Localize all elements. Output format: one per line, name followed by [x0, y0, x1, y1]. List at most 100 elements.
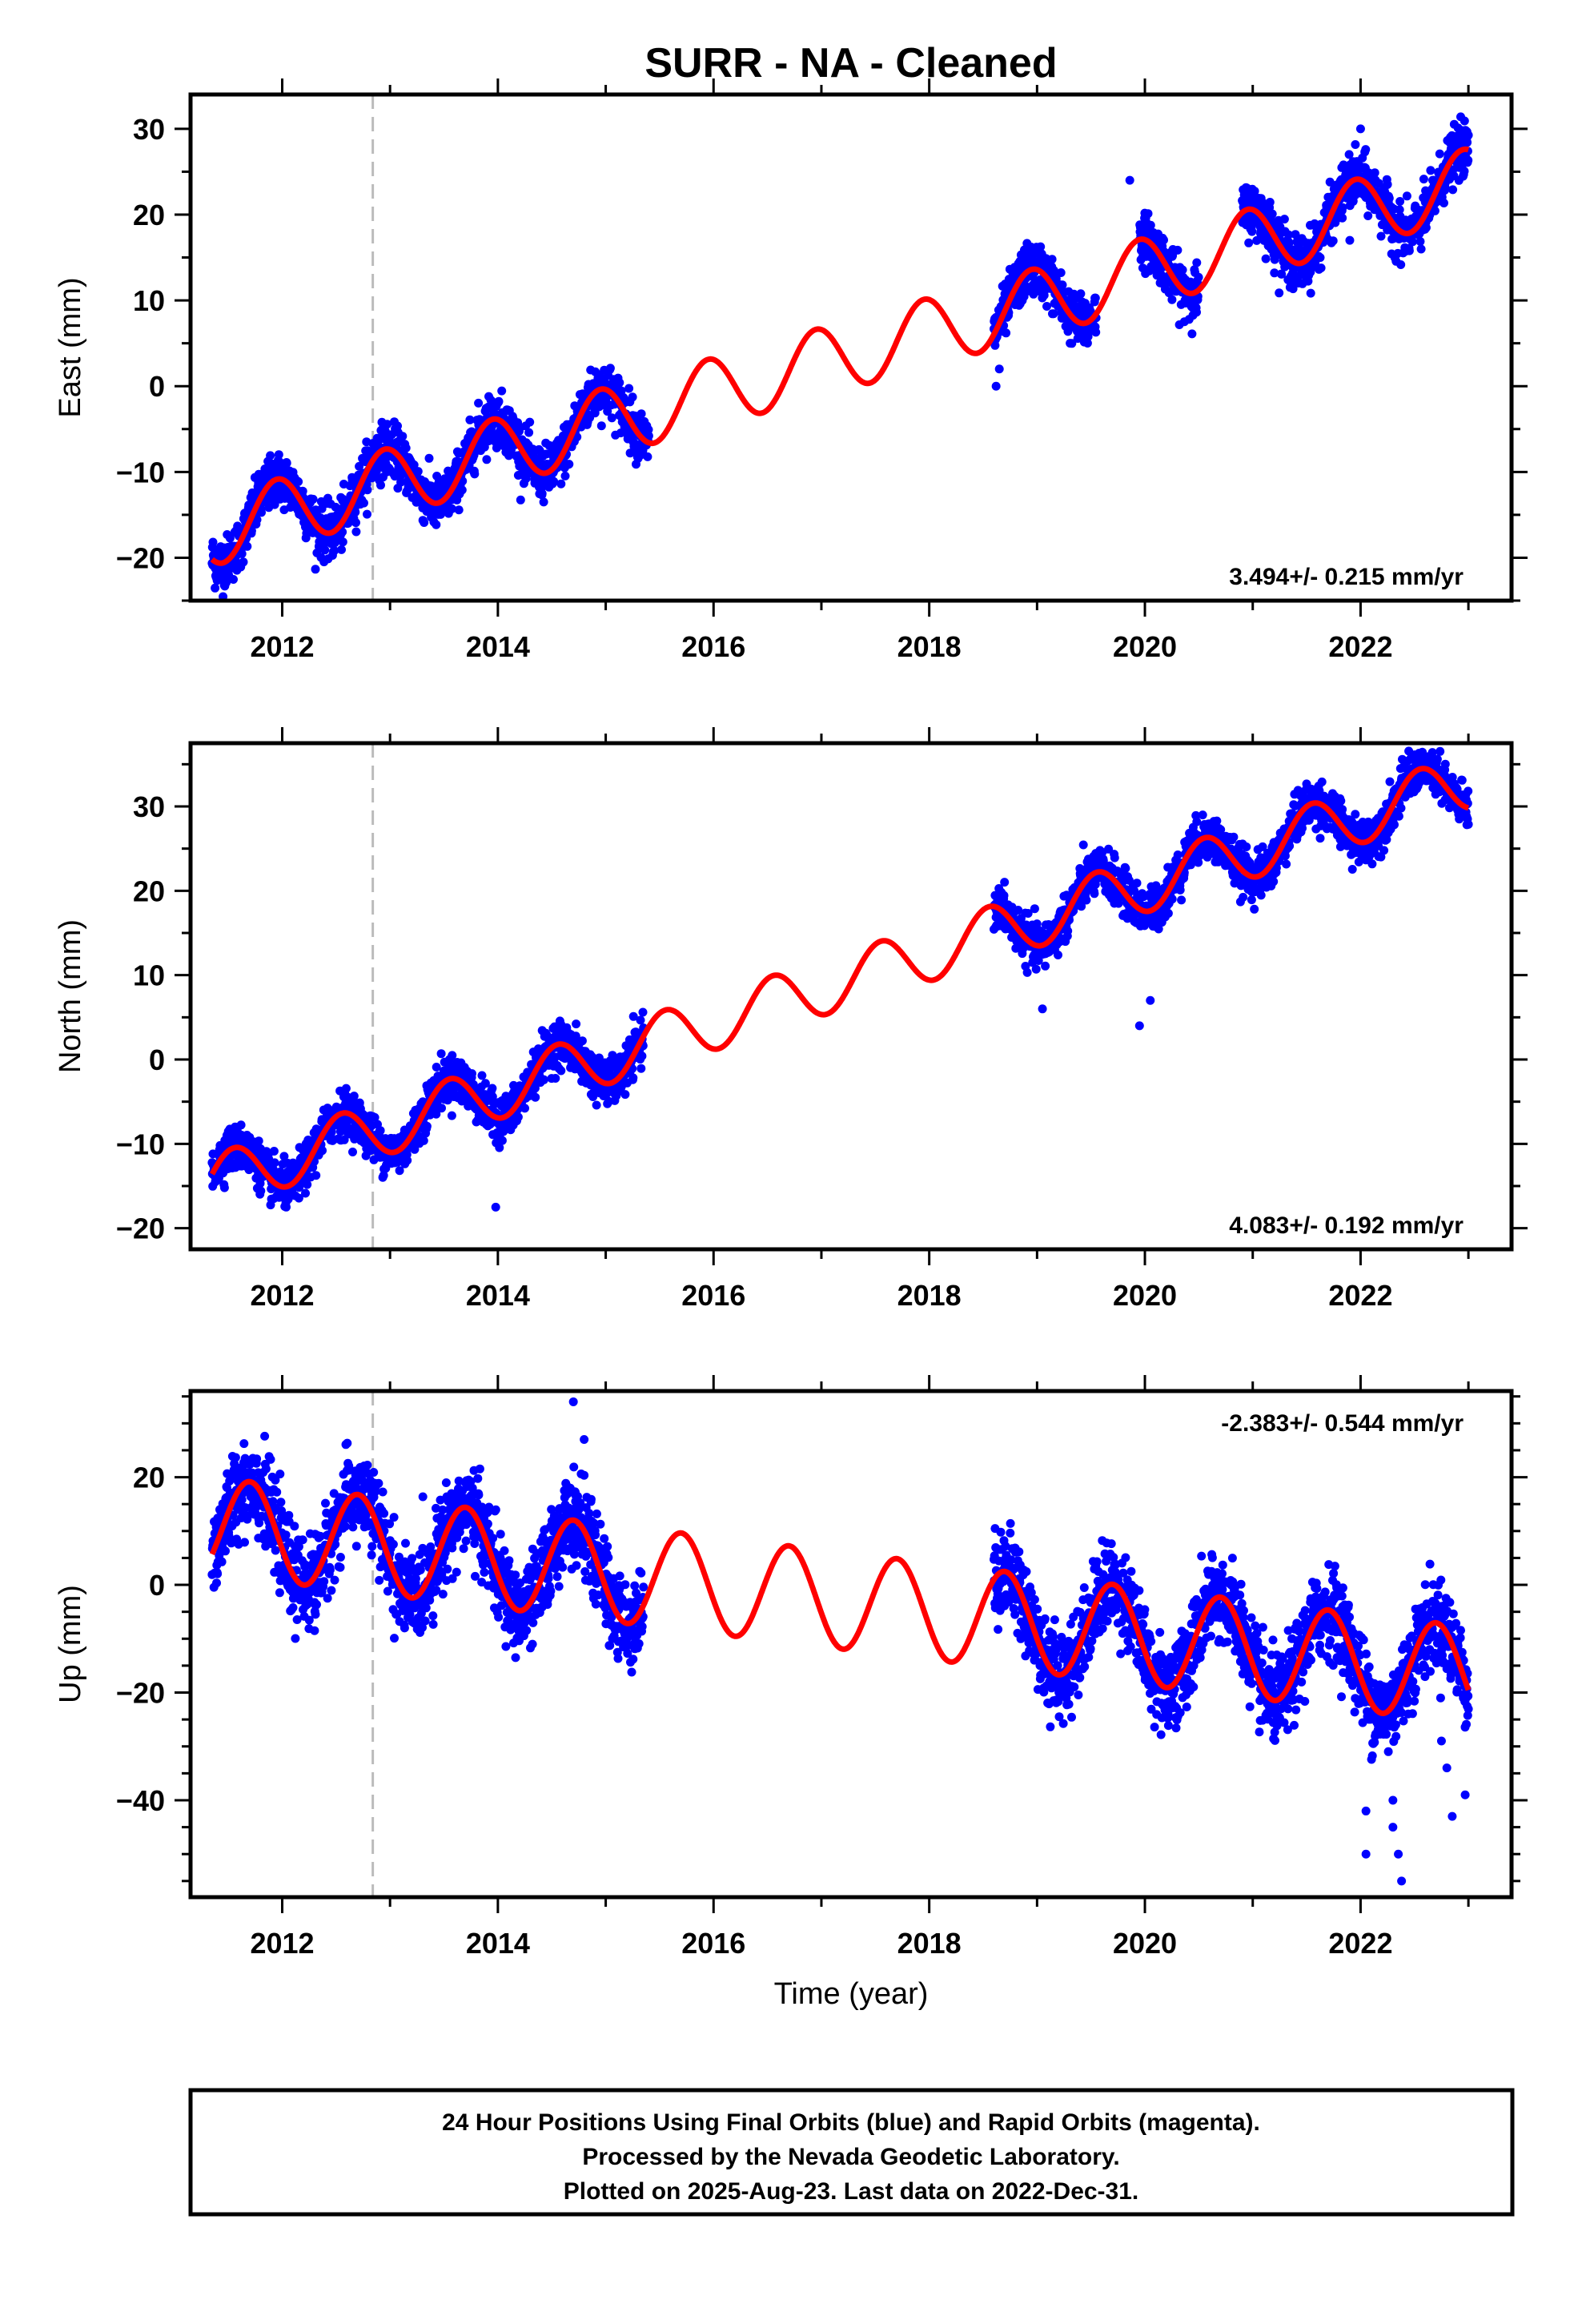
- figure-title: SURR - NA - Cleaned: [644, 40, 1057, 86]
- position-point: [311, 565, 320, 574]
- position-point: [330, 546, 339, 556]
- position-point: [219, 1183, 229, 1192]
- y-tick-label: 30: [133, 113, 165, 146]
- position-point: [1316, 263, 1326, 273]
- position-point: [1090, 889, 1099, 899]
- position-point: [282, 458, 291, 468]
- position-point: [229, 575, 238, 584]
- position-point: [1395, 197, 1405, 206]
- position-point: [1056, 268, 1066, 277]
- position-point: [1267, 209, 1277, 219]
- position-point: [454, 505, 464, 515]
- position-point: [403, 1156, 412, 1165]
- x-tick-label: 2014: [466, 630, 530, 663]
- y-tick-label: −10: [116, 456, 165, 489]
- position-point: [1132, 879, 1142, 888]
- velocity-annotation: 3.494+/- 0.215 mm/yr: [1229, 564, 1464, 590]
- position-point: [1275, 288, 1284, 298]
- position-point: [1173, 245, 1182, 255]
- position-point: [298, 486, 307, 496]
- position-point: [637, 1051, 647, 1061]
- position-point: [1063, 927, 1073, 935]
- position-point: [1396, 260, 1406, 269]
- position-point: [371, 466, 381, 476]
- position-point: [1030, 904, 1039, 914]
- position-point: [1306, 288, 1315, 298]
- position-point: [301, 1188, 310, 1198]
- position-point: [1419, 175, 1428, 184]
- position-point: [1265, 198, 1275, 207]
- position-point: [605, 364, 615, 373]
- position-point: [401, 444, 411, 452]
- position-point: [1054, 951, 1062, 959]
- position-point: [1143, 209, 1153, 219]
- position-point: [638, 1007, 648, 1017]
- position-point: [348, 1148, 357, 1156]
- position-point: [620, 1090, 630, 1100]
- position-point: [363, 509, 371, 519]
- position-point: [282, 1202, 291, 1212]
- x-tick-label: 2022: [1328, 630, 1392, 663]
- position-point: [338, 527, 347, 537]
- position-point: [1091, 328, 1101, 337]
- position-point: [624, 384, 634, 393]
- x-tick-label: 2016: [681, 630, 745, 663]
- position-point: [636, 1015, 645, 1025]
- x-tick-label: 2018: [897, 630, 962, 663]
- position-point: [337, 545, 346, 554]
- position-point: [208, 537, 218, 547]
- position-point: [636, 1063, 646, 1073]
- position-point: [628, 1073, 638, 1083]
- position-point: [236, 1120, 246, 1130]
- position-point: [1244, 238, 1254, 247]
- position-point: [1177, 895, 1186, 905]
- position-point: [363, 485, 372, 495]
- position-point: [256, 1186, 266, 1196]
- outlier-point: [1355, 124, 1365, 134]
- position-point: [1247, 227, 1257, 236]
- position-point: [211, 583, 220, 593]
- position-point: [375, 1126, 385, 1136]
- position-point: [1178, 265, 1187, 275]
- outlier-point: [991, 381, 1001, 391]
- position-point: [1460, 167, 1469, 176]
- position-point: [1402, 191, 1411, 201]
- position-point: [551, 1074, 560, 1083]
- position-point: [1076, 289, 1086, 299]
- position-point: [383, 420, 392, 429]
- position-point: [413, 467, 423, 476]
- position-point: [239, 557, 248, 567]
- position-point: [376, 480, 385, 490]
- position-point: [1049, 309, 1058, 319]
- position-point: [596, 421, 606, 431]
- position-point: [513, 1112, 523, 1122]
- position-point: [497, 1136, 507, 1145]
- position-point: [1173, 850, 1182, 859]
- position-point: [537, 489, 547, 498]
- y-axis-label: East (mm): [54, 277, 87, 417]
- position-point: [457, 485, 467, 495]
- position-point: [1464, 131, 1473, 140]
- outlier-point: [1345, 235, 1355, 245]
- position-point: [422, 1121, 432, 1131]
- position-point: [516, 495, 525, 505]
- position-point: [488, 1084, 497, 1093]
- position-point: [1407, 237, 1417, 247]
- position-point: [1002, 328, 1011, 338]
- position-point: [524, 428, 534, 437]
- position-point: [1167, 295, 1177, 304]
- position-point: [393, 421, 402, 431]
- position-point: [1435, 149, 1444, 159]
- y-tick-label: 20: [133, 199, 165, 231]
- position-point: [1121, 863, 1130, 873]
- model-fit-line: [210, 146, 1471, 566]
- position-point: [1163, 909, 1173, 918]
- position-point: [294, 477, 303, 486]
- position-point: [338, 537, 347, 547]
- position-point: [1361, 145, 1371, 155]
- position-point: [539, 1075, 548, 1084]
- position-point: [1383, 179, 1392, 189]
- east-panel: 2012 2014 2016 2018 2020 2022−20−100102030Eas…: [54, 78, 1528, 663]
- position-point: [1047, 255, 1057, 264]
- north-panel: 2012 2014 2016 2018 2020 2022−20−100102030Nor…: [54, 727, 1528, 1312]
